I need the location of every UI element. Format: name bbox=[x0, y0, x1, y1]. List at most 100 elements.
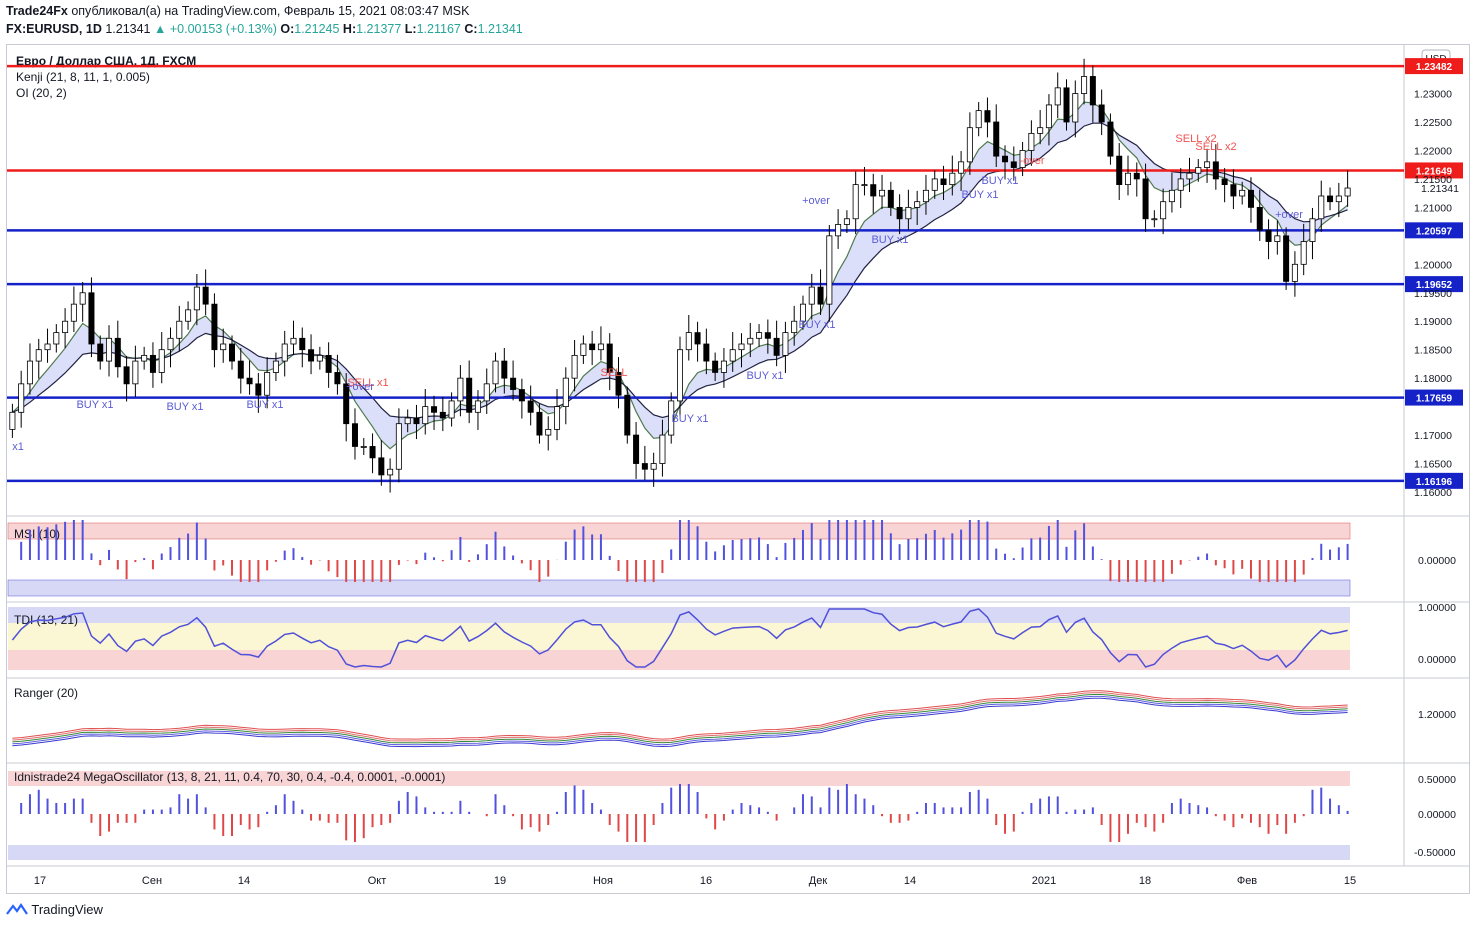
candle-body bbox=[527, 400, 534, 413]
signal-label: -over bbox=[1019, 155, 1044, 167]
tradingview-logo[interactable]: TradingView bbox=[6, 902, 103, 917]
candle-body bbox=[1160, 201, 1167, 220]
price-tick-label: 1.22500 bbox=[1414, 117, 1452, 129]
candle-body bbox=[729, 349, 736, 362]
candle-body bbox=[720, 360, 727, 373]
oi-indicator-label[interactable]: OI (20, 2) bbox=[16, 86, 67, 100]
candle-body bbox=[1309, 218, 1316, 242]
chart-frame[interactable] bbox=[6, 44, 1470, 894]
open-value: 1.21245 bbox=[294, 22, 340, 36]
main-price-pane[interactable]: Евро / Доллар США, 1Д, FXCM Kenji (21, 8… bbox=[16, 49, 1451, 100]
candle-body bbox=[1133, 172, 1140, 180]
candle-body bbox=[597, 343, 604, 351]
candle-body bbox=[1327, 195, 1334, 203]
candle-body bbox=[782, 332, 789, 356]
candle-body bbox=[536, 411, 543, 436]
price-tick-label: 1.18000 bbox=[1414, 373, 1452, 385]
candle-body bbox=[791, 320, 798, 334]
price-tick-label: 1.20000 bbox=[1414, 259, 1452, 271]
candle-body bbox=[483, 383, 490, 402]
candle-body bbox=[431, 406, 438, 413]
symbol-info: FX:EURUSD, 1D 1.21341 ▲ +0.00153 (+0.13%… bbox=[6, 22, 523, 36]
signal-label: BUY x1 bbox=[76, 399, 113, 411]
time-axis-label: 14 bbox=[904, 875, 916, 887]
candle-body bbox=[879, 189, 886, 197]
price-level-badge bbox=[1405, 162, 1463, 179]
ranger-label: Ranger (20) bbox=[14, 686, 78, 700]
candle-body bbox=[246, 377, 253, 385]
candle-body bbox=[1212, 161, 1219, 180]
candle-body bbox=[70, 303, 77, 322]
candle-body bbox=[176, 320, 183, 339]
price-level-label: 1.19652 bbox=[1416, 280, 1453, 291]
author-name[interactable]: Trade24Fx bbox=[6, 4, 68, 18]
candle-body bbox=[1081, 76, 1088, 94]
candle-body bbox=[1239, 189, 1246, 197]
signal-label: SELL x2 bbox=[1195, 141, 1236, 153]
candle-body bbox=[351, 423, 358, 447]
mega-label: Idnistrade24 MegaOscillator (13, 8, 21, … bbox=[14, 770, 445, 784]
symbol-label[interactable]: FX:EURUSD, 1D bbox=[6, 22, 102, 36]
candle-body bbox=[123, 366, 130, 385]
candle-body bbox=[97, 343, 104, 362]
time-axis-label: 17 bbox=[34, 875, 46, 887]
time-axis-label: 16 bbox=[700, 875, 712, 887]
candle-body bbox=[88, 292, 95, 345]
candle-body bbox=[940, 178, 947, 186]
close-value: 1.21341 bbox=[477, 22, 523, 36]
candle-body bbox=[1318, 195, 1325, 220]
mega-upper-zone bbox=[8, 771, 1350, 786]
candle-body bbox=[1054, 87, 1061, 106]
candle-body bbox=[756, 332, 763, 339]
signal-label: x1 bbox=[12, 441, 24, 453]
candle-body bbox=[712, 360, 719, 373]
price-tick-label: 1.16000 bbox=[1414, 487, 1452, 499]
candle-body bbox=[1247, 189, 1254, 208]
candle-body bbox=[1291, 263, 1298, 282]
msi-label: MSI (10) bbox=[14, 527, 60, 541]
ranger-band-line bbox=[12, 692, 1348, 742]
time-axis-label: 14 bbox=[238, 875, 250, 887]
candle-body bbox=[949, 172, 956, 186]
candle-body bbox=[1274, 235, 1281, 242]
candle-body bbox=[62, 320, 69, 334]
candle-body bbox=[1221, 178, 1228, 186]
candle-body bbox=[255, 383, 262, 396]
tdi-mid-zone bbox=[8, 623, 1350, 650]
candle-body bbox=[185, 309, 192, 322]
candle-body bbox=[641, 463, 648, 470]
candle-body bbox=[1125, 172, 1132, 186]
candle-body bbox=[1151, 218, 1158, 221]
candle-body bbox=[1283, 235, 1290, 282]
candle-body bbox=[281, 343, 288, 362]
candle-body bbox=[1256, 206, 1263, 231]
tradingview-icon bbox=[6, 903, 28, 915]
signal-label: BUY x1 bbox=[746, 370, 783, 382]
candle-body bbox=[369, 446, 376, 459]
candle-body bbox=[79, 292, 86, 305]
candle-body bbox=[589, 343, 596, 351]
signal-label: BUY x1 bbox=[246, 399, 283, 411]
candle-body bbox=[1230, 184, 1237, 197]
time-axis-label: 18 bbox=[1139, 875, 1151, 887]
time-axis-label: 2021 bbox=[1032, 875, 1056, 887]
price-level-label: 1.21649 bbox=[1416, 166, 1453, 177]
signal-label: BUY x1 bbox=[871, 234, 908, 246]
kenji-indicator-label[interactable]: Kenji (21, 8, 11, 1, 0.005) bbox=[16, 70, 150, 84]
candle-body bbox=[18, 383, 25, 413]
ranger-band-line bbox=[12, 694, 1348, 744]
price-tick-label: 1.23000 bbox=[1414, 89, 1452, 101]
price-level-badge bbox=[1405, 276, 1463, 293]
candle-body bbox=[1098, 104, 1105, 123]
candle-body bbox=[738, 343, 745, 351]
candle-body bbox=[360, 446, 367, 448]
candle-body bbox=[1177, 178, 1184, 191]
candle-body bbox=[1204, 161, 1211, 168]
candle-body bbox=[1107, 121, 1114, 157]
signal-label: SELL x1 bbox=[347, 377, 388, 389]
candle-body bbox=[887, 189, 894, 208]
candle-body bbox=[958, 161, 965, 174]
price-tick-label: 1.16500 bbox=[1414, 459, 1452, 471]
candle-body bbox=[1335, 195, 1342, 203]
